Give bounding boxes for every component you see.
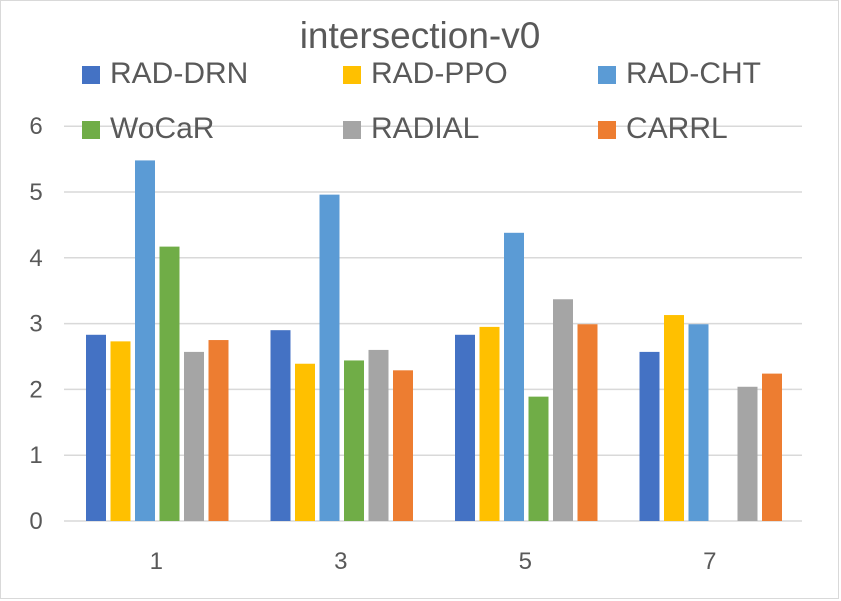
x-tick-label: 7 <box>703 548 716 575</box>
bar-rad-cht-3 <box>319 194 340 521</box>
y-tick-label: 1 <box>29 442 42 469</box>
legend-label-rad-cht: RAD-CHT <box>626 57 761 90</box>
legend-swatch-rad-drn <box>82 66 100 84</box>
legend-label-carrl: CARRL <box>626 112 728 145</box>
y-tick-label: 0 <box>29 508 42 535</box>
bar-rad-ppo-5 <box>479 326 500 521</box>
legend-swatch-rad-ppo <box>343 66 361 84</box>
bar-radial-3 <box>368 349 389 521</box>
bar-rad-drn-5 <box>455 334 475 521</box>
bar-carrl-3 <box>393 370 413 521</box>
bar-radial-5 <box>553 299 573 521</box>
y-tick-label: 5 <box>29 179 42 206</box>
bar-rad-cht-1 <box>135 160 155 521</box>
y-tick-label: 4 <box>29 245 42 272</box>
legend-label-radial: RADIAL <box>371 112 479 145</box>
y-axis-ticks: 0 1 2 3 4 5 6 <box>29 113 42 535</box>
bar-wocar-3 <box>344 360 364 521</box>
x-axis-ticks: 1 3 5 7 <box>150 548 717 575</box>
bar-wocar-1 <box>159 246 180 521</box>
bar-radial-7 <box>737 386 758 521</box>
legend-label-rad-drn: RAD-DRN <box>110 57 248 90</box>
legend-swatch-radial <box>343 121 361 139</box>
bar-rad-ppo-3 <box>295 363 315 521</box>
y-tick-label: 6 <box>29 113 42 140</box>
bar-rad-drn-1 <box>86 334 106 521</box>
legend-swatch-wocar <box>82 121 100 139</box>
bar-wocar-5 <box>528 396 549 521</box>
legend-swatch-carrl <box>598 121 616 139</box>
legend-label-rad-ppo: RAD-PPO <box>371 57 508 90</box>
bar-rad-ppo-1 <box>110 341 131 521</box>
bar-rad-cht-5 <box>504 232 524 521</box>
bar-rad-ppo-7 <box>664 315 684 521</box>
legend-label-wocar: WoCaR <box>110 112 214 145</box>
x-tick-label: 3 <box>334 548 347 575</box>
bar-carrl-5 <box>577 324 598 521</box>
bar-rad-drn-7 <box>639 351 660 521</box>
legend: RAD-DRN RAD-PPO RAD-CHT WoCaR RADIAL CARRL <box>82 57 761 145</box>
legend-swatch-rad-cht <box>598 66 616 84</box>
bar-carrl-1 <box>208 340 229 521</box>
x-tick-label: 5 <box>519 548 532 575</box>
bar-rad-cht-7 <box>688 324 709 521</box>
bar-carrl-7 <box>762 373 782 521</box>
y-tick-label: 3 <box>29 311 42 338</box>
bar-radial-1 <box>184 351 204 521</box>
y-tick-label: 2 <box>29 376 42 403</box>
x-tick-label: 1 <box>150 548 163 575</box>
bar-rad-drn-3 <box>270 330 291 521</box>
chart-title: intersection-v0 <box>300 15 541 56</box>
bars <box>86 160 782 521</box>
